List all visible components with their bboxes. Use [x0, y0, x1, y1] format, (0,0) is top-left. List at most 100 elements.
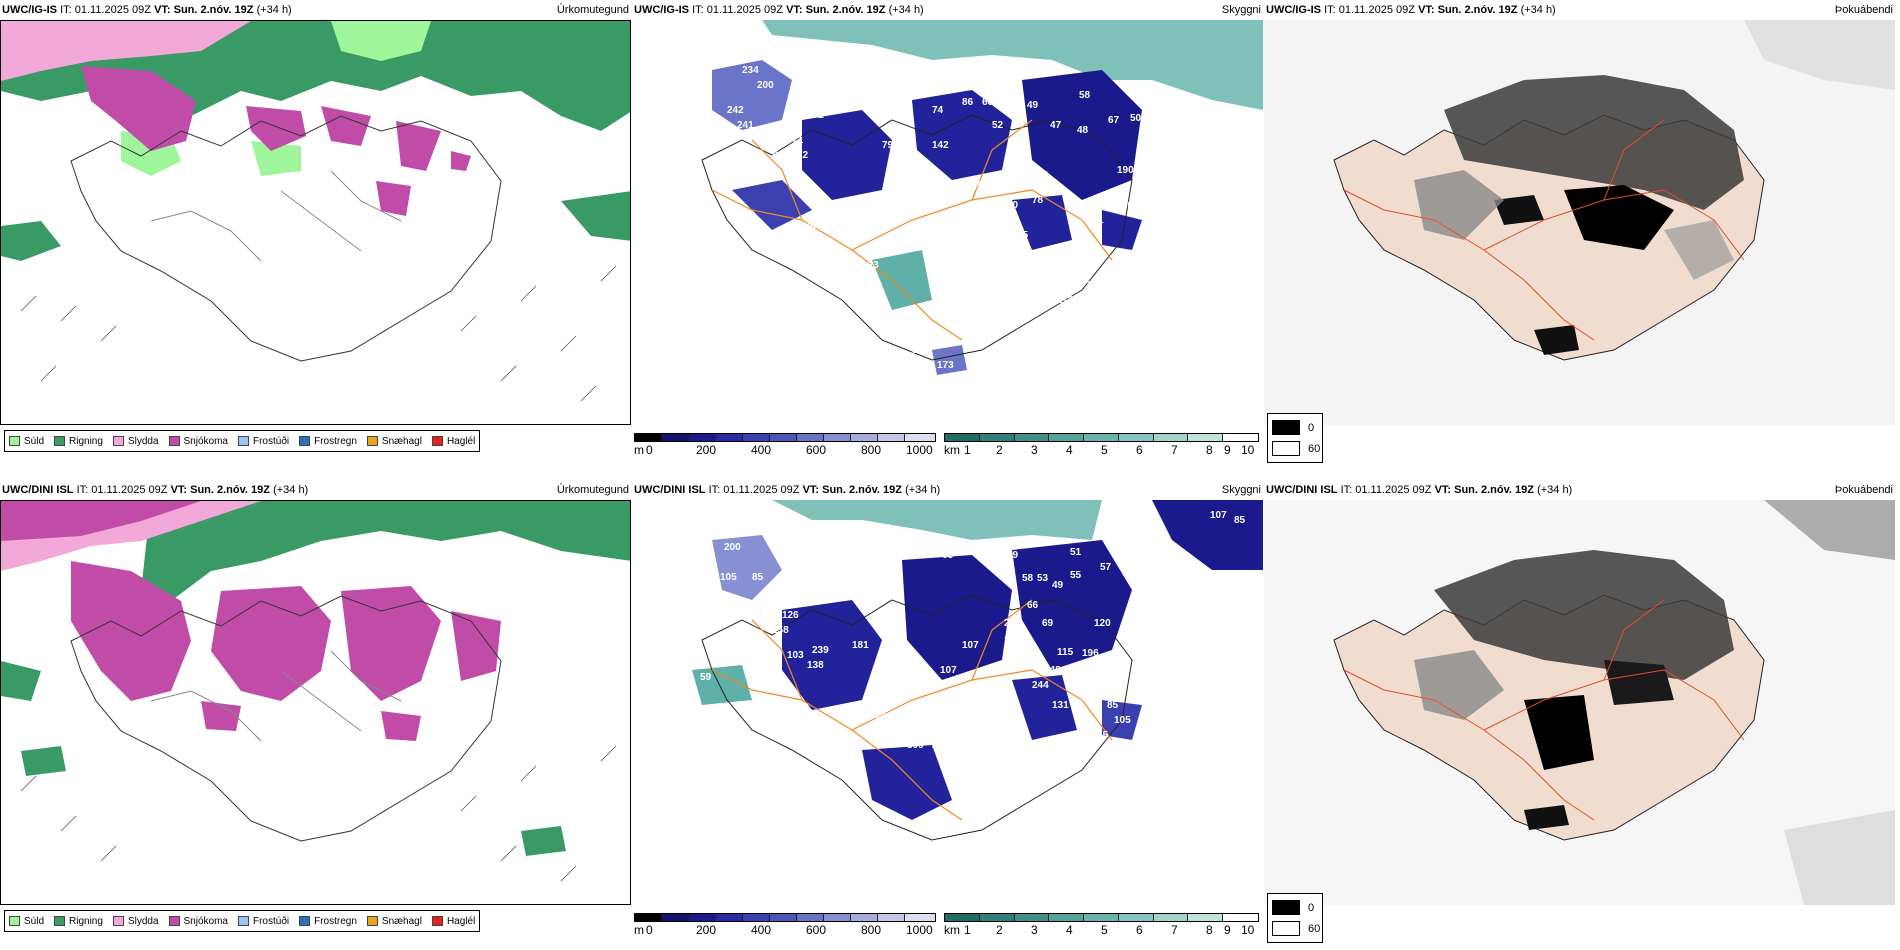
visibility-map[interactable]: 231 200 105 85 126 158 103 138 239 181 2… [632, 500, 1263, 905]
ceiling-label: 49 [807, 220, 819, 231]
ceiling-label: 135 [872, 710, 889, 721]
ceiling-label: 196 [1082, 648, 1099, 659]
model-name: UWC/DINI ISL [2, 484, 74, 496]
ceiling-label: 48 [827, 220, 839, 231]
fog-index-map[interactable] [1264, 20, 1895, 425]
ceiling-label: 52 [992, 120, 1004, 131]
fog-index-field [1414, 20, 1895, 355]
vt-value: Sun. 2.nóv. 19Z [173, 4, 254, 16]
visibility-tick: 3 [1031, 443, 1038, 457]
visibility-map[interactable]: 253 234 200 242 241 57 89 72 71 102 49 4… [632, 20, 1263, 425]
ceiling-tick: 200 [696, 443, 717, 457]
swatch-freezing-rain [299, 916, 311, 926]
ceiling-label: 57 [877, 77, 889, 88]
panel-header: UWC/DINI ISL IT: 01.11.2025 09Z VT: Sun.… [1264, 480, 1895, 500]
vt-value: Sun. 2.nóv. 19Z [1454, 484, 1534, 496]
ceiling-label: 107 [962, 640, 979, 651]
legend-label: Haglél [446, 435, 476, 447]
ceiling-label: 270 [972, 780, 989, 791]
precip-map[interactable] [0, 500, 631, 905]
ceiling-label: 69 [1042, 618, 1054, 629]
ceiling-tick: 1000 [906, 443, 933, 457]
model-name: UWC/IG-IS [634, 4, 689, 16]
ceiling-label: 131 [1052, 700, 1069, 711]
ceiling-label: 181 [852, 640, 869, 651]
vt-value: Sun. 2.nóv. 19Z [822, 484, 902, 496]
ceiling-label: 87 [1012, 150, 1024, 161]
ceiling-label: 80 [1007, 200, 1019, 211]
ceiling-tick: 400 [751, 443, 772, 457]
ceiling-label: 49 [1027, 100, 1039, 111]
visibility-tick: 8 [1206, 923, 1213, 937]
ceiling-label: 122 [958, 730, 975, 741]
vt-value: Sun. 2.nóv. 19Z [190, 484, 270, 496]
ceiling-label: 94 [945, 762, 957, 773]
ceiling-label: 75 [990, 252, 1002, 263]
ceiling-label: 142 [977, 700, 994, 711]
ceiling-label: 52 [1037, 170, 1049, 181]
ceiling-label: 74 [1002, 270, 1014, 281]
ceiling-unit: m [634, 923, 644, 937]
ceiling-label: 100 [1152, 538, 1169, 549]
it-value: 01.11.2025 09Z [706, 4, 783, 16]
legend-label: Snjókoma [183, 915, 228, 927]
ceiling-label: 99 [942, 250, 954, 261]
ceiling-label: 58 [1022, 573, 1034, 584]
ceiling-label: 253 [732, 50, 749, 61]
ceiling-label: 148 [1044, 665, 1061, 676]
panel-header: UWC/IG-IS IT: 01.11.2025 09Z VT: Sun. 2.… [632, 0, 1263, 20]
ceiling-labels: 231 200 105 85 126 158 103 138 239 181 2… [632, 500, 1263, 905]
panel-visibility-dini: UWC/DINI ISL IT: 01.11.2025 09Z VT: Sun.… [632, 480, 1263, 947]
ceiling-label: 231 [1087, 215, 1104, 226]
swatch-snow-pellets [366, 436, 378, 446]
legend-label: Frostregn [314, 435, 357, 447]
field-name: Þokuábendi [1834, 4, 1893, 16]
swatch-snow [168, 436, 180, 446]
visibility-colorbar [944, 433, 1259, 442]
model-name: UWC/DINI ISL [1266, 484, 1338, 496]
ceiling-tick: 800 [861, 923, 882, 937]
vt-label: VT: [170, 484, 188, 496]
ceiling-tick: 400 [751, 923, 772, 937]
ceiling-label: 129 [890, 685, 907, 696]
visibility-tick: 5 [1101, 923, 1108, 937]
swatch-hail [431, 916, 443, 926]
ceiling-label: 115 [1092, 730, 1109, 741]
fog-index-map[interactable] [1264, 500, 1895, 905]
swatch-rain [54, 436, 66, 446]
road-network [1343, 599, 1745, 821]
ceiling-label: 63 [942, 550, 954, 561]
vt-label: VT: [154, 4, 171, 16]
visibility-tick: 5 [1101, 443, 1108, 457]
ceiling-scale: m 0 200 400 600 800 1000 [634, 433, 936, 463]
ceiling-tick: 600 [806, 923, 827, 937]
swatch-white [1272, 441, 1300, 456]
precip-map[interactable] [0, 20, 631, 425]
ceiling-label: 190 [1117, 165, 1134, 176]
ceiling-label: 59 [802, 235, 814, 246]
ceiling-label: 316 [912, 345, 929, 356]
visibility-unit: km [944, 923, 960, 937]
visibility-tick: 7 [1171, 443, 1178, 457]
it-label: IT: [1340, 484, 1353, 496]
iceland-outline [701, 594, 1133, 841]
ceiling-label: 105 [720, 572, 737, 583]
field-name: Þokuábendi [1834, 484, 1893, 496]
ceiling-label: 260 [1004, 655, 1021, 666]
swatch-freezing-drizzle [237, 916, 249, 926]
visibility-tick: 6 [1136, 923, 1143, 937]
legend-label: Frostregn [314, 915, 357, 927]
lead-time: (+34 h) [1520, 4, 1556, 16]
ceiling-label: 234 [742, 65, 759, 76]
lead-time: (+34 h) [888, 4, 924, 16]
legend-label: Súld [24, 915, 45, 927]
road-network [711, 119, 1113, 341]
it-label: IT: [1324, 4, 1336, 16]
ceiling-label: 120 [1094, 618, 1111, 629]
panel-header: UWC/IG-IS IT: 01.11.2025 09Z VT: Sun. 2.… [1264, 0, 1895, 20]
visibility-scale: km 1 2 3 4 5 6 7 8 9 10 [944, 913, 1259, 943]
field-name: Skyggni [1221, 484, 1261, 496]
visibility-colorbar [944, 913, 1259, 922]
ceiling-label: 115 [1057, 647, 1074, 658]
ceiling-label: 244 [1032, 680, 1049, 691]
